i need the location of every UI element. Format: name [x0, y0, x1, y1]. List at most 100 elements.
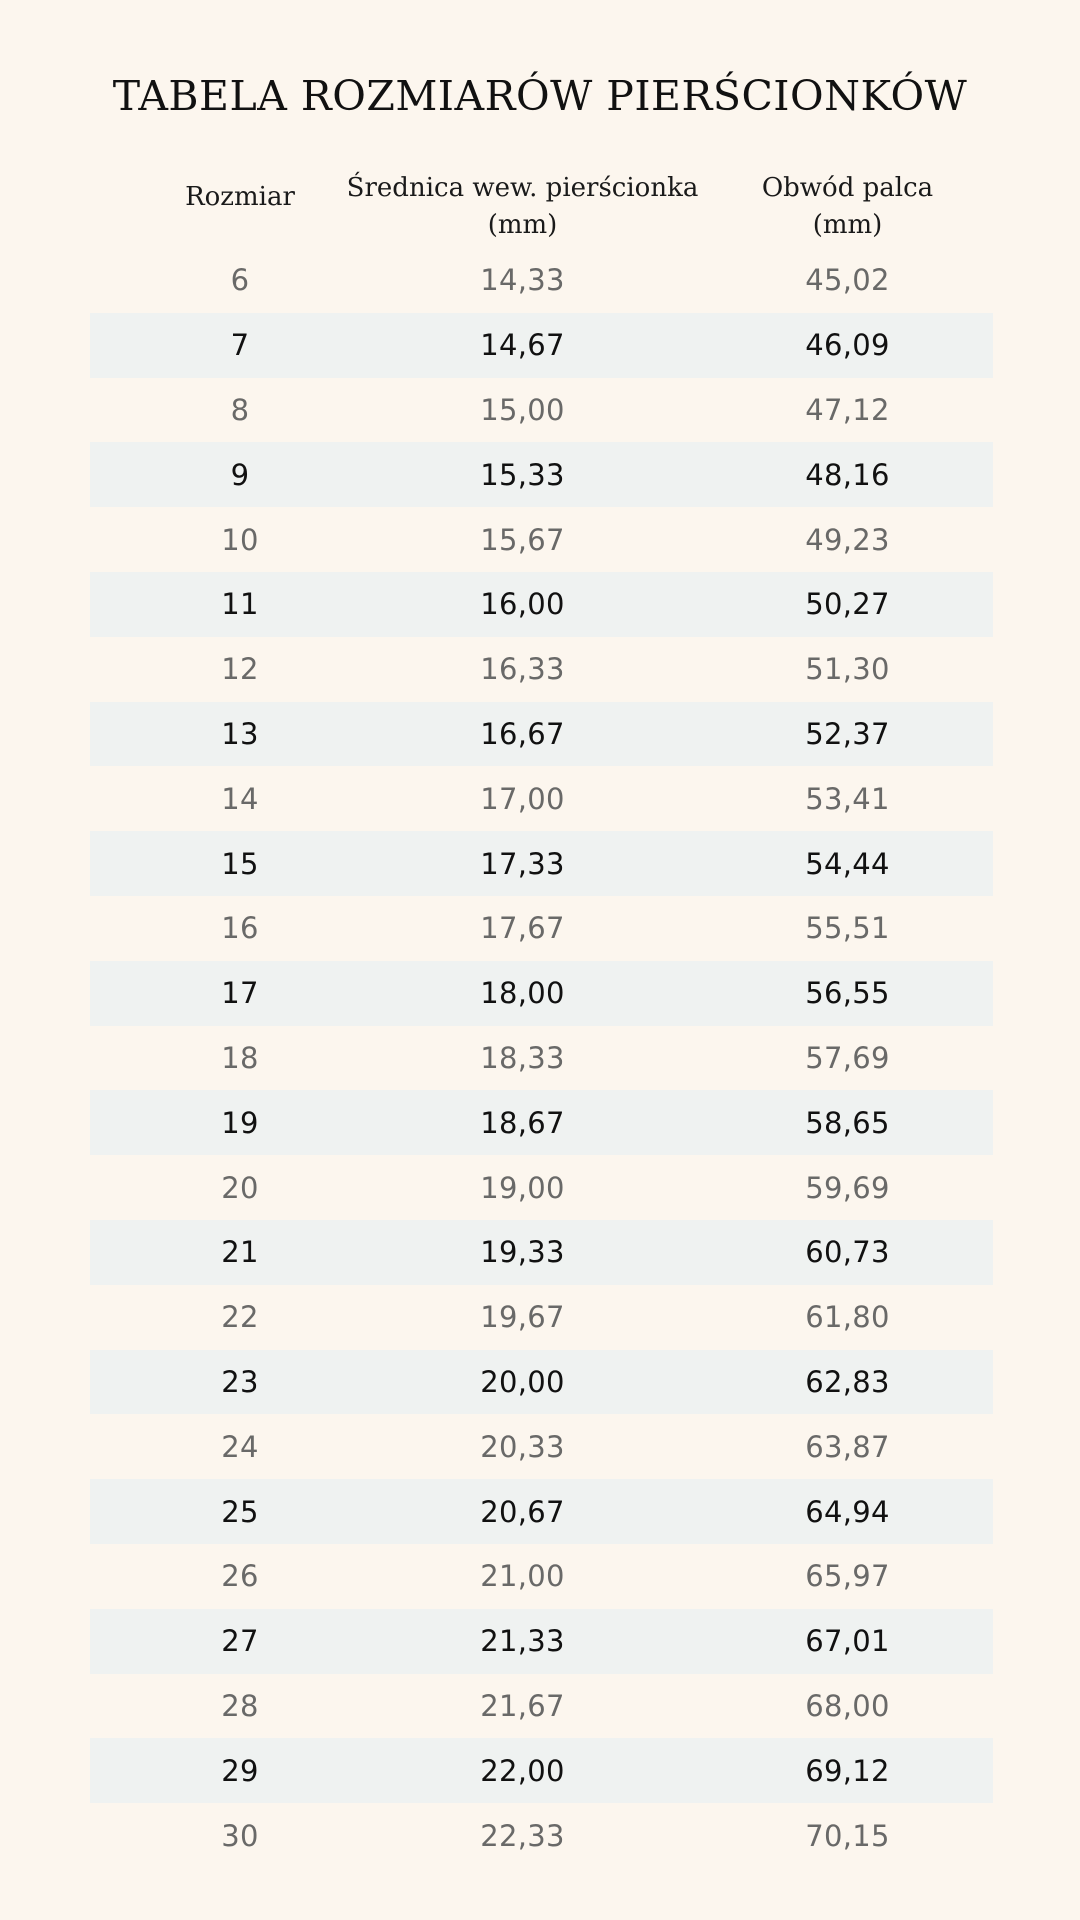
table-row: 24 20,33 63,87 [90, 1414, 993, 1479]
diameter-cell: 18,67 [480, 1105, 565, 1140]
table-row: 26 21,00 65,97 [90, 1544, 993, 1609]
diameter-cell: 15,00 [480, 392, 565, 427]
diameter-cell: 19,67 [480, 1300, 565, 1335]
column-header-diameter-unit: (mm) [487, 210, 558, 240]
column-header-diameter: Średnica wew. pierścionka (mm) [340, 170, 705, 244]
circumference-cell: 47,12 [805, 392, 890, 427]
table-row: 14 17,00 53,41 [90, 766, 993, 831]
column-header-diameter-label: Średnica wew. pierścionka [346, 173, 699, 203]
size-cell: 7 [230, 328, 250, 363]
column-header-size-label: Rozmiar [185, 182, 295, 212]
table-row: 20 19,00 59,69 [90, 1155, 993, 1220]
table-row: 19 18,67 58,65 [90, 1090, 993, 1156]
size-cell: 29 [221, 1753, 259, 1788]
circumference-cell: 60,73 [805, 1235, 890, 1270]
diameter-cell: 14,67 [480, 328, 565, 363]
circumference-cell: 65,97 [805, 1559, 890, 1594]
column-header-circumference-label: Obwód palca [761, 173, 934, 203]
size-cell: 25 [221, 1494, 259, 1529]
size-cell: 9 [230, 457, 250, 492]
table-row: 16 17,67 55,51 [90, 896, 993, 961]
circumference-cell: 62,83 [805, 1364, 890, 1399]
table-row: 7 14,67 46,09 [90, 312, 993, 378]
diameter-cell: 15,67 [480, 522, 565, 557]
diameter-cell: 20,00 [480, 1364, 565, 1399]
ring-size-table: 6 14,33 45,02 7 14,67 46,09 8 15,00 47,12 9 15,33 4… [90, 248, 993, 1868]
diameter-cell: 17,67 [480, 911, 565, 946]
circumference-cell: 69,12 [805, 1753, 890, 1788]
diameter-cell: 20,33 [480, 1429, 565, 1464]
diameter-cell: 21,00 [480, 1559, 565, 1594]
diameter-cell: 20,67 [480, 1494, 565, 1529]
size-cell: 13 [221, 716, 259, 751]
table-row: 21 19,33 60,73 [90, 1219, 993, 1285]
table-row: 12 16,33 51,30 [90, 637, 993, 702]
table-row: 18 18,33 57,69 [90, 1026, 993, 1091]
size-cell: 24 [221, 1429, 259, 1464]
size-cell: 10 [221, 522, 259, 557]
circumference-cell: 50,27 [805, 587, 890, 622]
table-row: 17 18,00 56,55 [90, 960, 993, 1026]
size-cell: 11 [221, 587, 259, 622]
size-cell: 28 [221, 1688, 259, 1723]
circumference-cell: 49,23 [805, 522, 890, 557]
diameter-cell: 19,33 [480, 1235, 565, 1270]
diameter-cell: 14,33 [480, 263, 565, 298]
table-row: 27 21,33 67,01 [90, 1608, 993, 1674]
circumference-cell: 61,80 [805, 1300, 890, 1335]
circumference-cell: 57,69 [805, 1040, 890, 1075]
circumference-cell: 58,65 [805, 1105, 890, 1140]
table-row: 10 15,67 49,23 [90, 507, 993, 572]
table-row: 29 22,00 69,12 [90, 1738, 993, 1804]
diameter-cell: 18,33 [480, 1040, 565, 1075]
circumference-cell: 46,09 [805, 328, 890, 363]
size-cell: 27 [221, 1624, 259, 1659]
size-cell: 12 [221, 652, 259, 687]
diameter-cell: 21,33 [480, 1624, 565, 1659]
table-row: 22 19,67 61,80 [90, 1285, 993, 1350]
diameter-cell: 22,33 [480, 1818, 565, 1853]
size-cell: 26 [221, 1559, 259, 1594]
table-row: 9 15,33 48,16 [90, 442, 993, 508]
size-cell: 20 [221, 1170, 259, 1205]
table-row: 30 22,33 70,15 [90, 1803, 993, 1868]
size-cell: 23 [221, 1364, 259, 1399]
circumference-cell: 68,00 [805, 1688, 890, 1723]
diameter-cell: 16,33 [480, 652, 565, 687]
size-cell: 16 [221, 911, 259, 946]
column-header-circumference-unit: (mm) [812, 210, 883, 240]
column-header-circumference: Obwód palca (mm) [725, 170, 970, 244]
circumference-cell: 64,94 [805, 1494, 890, 1529]
table-row: 28 21,67 68,00 [90, 1674, 993, 1739]
circumference-cell: 67,01 [805, 1624, 890, 1659]
table-row: 8 15,00 47,12 [90, 378, 993, 443]
size-cell: 22 [221, 1300, 259, 1335]
circumference-cell: 63,87 [805, 1429, 890, 1464]
diameter-cell: 18,00 [480, 976, 565, 1011]
circumference-cell: 48,16 [805, 457, 890, 492]
table-row: 15 17,33 54,44 [90, 831, 993, 896]
size-cell: 15 [221, 846, 259, 881]
size-cell: 14 [221, 781, 259, 816]
diameter-cell: 15,33 [480, 457, 565, 492]
table-row: 13 16,67 52,37 [90, 701, 993, 767]
size-cell: 21 [221, 1235, 259, 1270]
circumference-cell: 52,37 [805, 716, 890, 751]
table-row: 23 20,00 62,83 [90, 1349, 993, 1415]
diameter-cell: 17,00 [480, 781, 565, 816]
circumference-cell: 56,55 [805, 976, 890, 1011]
column-header-size: Rozmiar [140, 179, 340, 216]
size-cell: 30 [221, 1818, 259, 1853]
table-row: 11 16,00 50,27 [90, 571, 993, 637]
size-cell: 18 [221, 1040, 259, 1075]
size-cell: 8 [230, 392, 250, 427]
circumference-cell: 70,15 [805, 1818, 890, 1853]
size-cell: 17 [221, 976, 259, 1011]
diameter-cell: 16,67 [480, 716, 565, 751]
diameter-cell: 21,67 [480, 1688, 565, 1723]
circumference-cell: 55,51 [805, 911, 890, 946]
circumference-cell: 59,69 [805, 1170, 890, 1205]
circumference-cell: 53,41 [805, 781, 890, 816]
page-title: TABELA ROZMIARÓW PIERŚCIONKÓW [112, 72, 968, 120]
diameter-cell: 19,00 [480, 1170, 565, 1205]
